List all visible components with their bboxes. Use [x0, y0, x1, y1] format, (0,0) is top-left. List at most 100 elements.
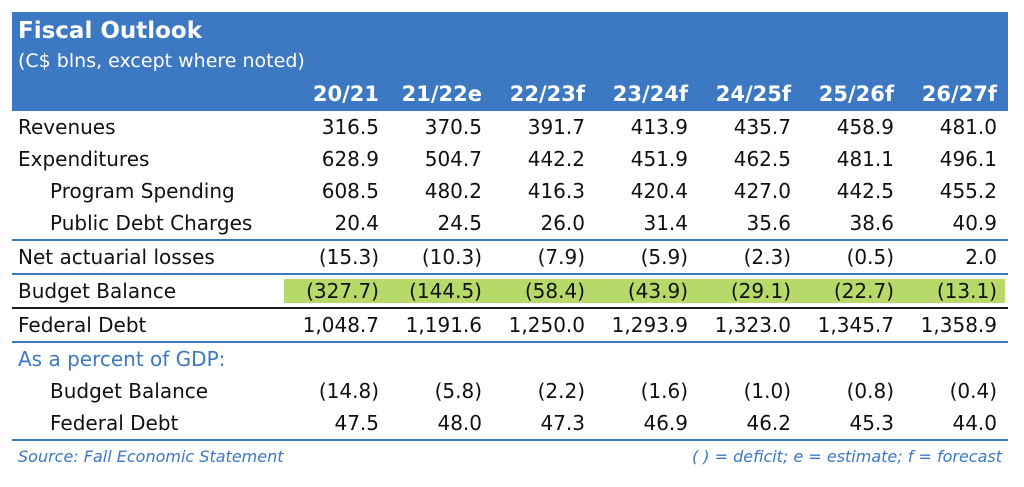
divider	[12, 239, 1008, 241]
divider	[12, 439, 1008, 441]
row-label: Expenditures	[18, 147, 150, 171]
table-cell: 24.5	[437, 211, 482, 235]
table-cell: (29.1)	[730, 279, 791, 303]
table-cell: (58.4)	[524, 279, 585, 303]
table-cell: 48.0	[437, 411, 482, 435]
table-cell: (43.9)	[627, 279, 688, 303]
legend-note: ( ) = deficit; e = estimate; f = forecas…	[691, 447, 1002, 466]
table-title: Fiscal Outlook	[18, 18, 203, 44]
divider	[12, 307, 1008, 309]
row-label: Budget Balance	[18, 279, 177, 303]
table-cell: 40.9	[952, 211, 997, 235]
divider	[12, 273, 1008, 275]
table-row-net-actuarial-losses: Net actuarial losses (15.3) (10.3) (7.9)…	[12, 241, 1008, 273]
table-cell: 427.0	[733, 179, 791, 203]
table-cell: 608.5	[321, 179, 379, 203]
table-cell: 46.9	[643, 411, 688, 435]
table-cell: (15.3)	[318, 245, 379, 269]
table-cell: 370.5	[424, 115, 482, 139]
column-header: 22/23f	[509, 81, 585, 106]
row-label: Revenues	[18, 115, 116, 139]
table-row-revenues: Revenues 316.5 370.5 391.7 413.9 435.7 4…	[12, 111, 1008, 143]
table-cell: (144.5)	[409, 279, 482, 303]
table-cell: (13.1)	[936, 279, 997, 303]
table-row-expenditures: Expenditures 628.9 504.7 442.2 451.9 462…	[12, 143, 1008, 175]
table-cell: 1,358.9	[920, 313, 997, 337]
table-cell: (0.5)	[846, 245, 894, 269]
divider	[12, 341, 1008, 343]
table-cell: 44.0	[952, 411, 997, 435]
table-cell: 1,345.7	[817, 313, 894, 337]
table-cell: 47.3	[540, 411, 585, 435]
table-cell: 316.5	[321, 115, 379, 139]
column-header: 24/25f	[715, 81, 791, 106]
column-header: 20/21	[312, 81, 379, 106]
table-cell: (1.0)	[743, 379, 791, 403]
table-cell: 26.0	[540, 211, 585, 235]
table-row-gdp-federal-debt: Federal Debt 47.5 48.0 47.3 46.9 46.2 45…	[12, 407, 1008, 439]
table-row-federal-debt: Federal Debt 1,048.7 1,191.6 1,250.0 1,2…	[12, 309, 1008, 341]
table-cell: 442.2	[527, 147, 585, 171]
row-label: Federal Debt	[50, 411, 179, 435]
column-header: 26/27f	[921, 81, 997, 106]
table-cell: (10.3)	[421, 245, 482, 269]
table-cell: 1,250.0	[508, 313, 585, 337]
table-subtitle: (C$ blns, except where noted)	[18, 50, 305, 72]
table-cell: 2.0	[965, 245, 997, 269]
table-cell: (14.8)	[318, 379, 379, 403]
table-cell: 1,191.6	[405, 313, 482, 337]
table-cell: (2.3)	[743, 245, 791, 269]
table-cell: 435.7	[733, 115, 791, 139]
table-cell: 1,293.9	[611, 313, 688, 337]
table-cell: (0.8)	[846, 379, 894, 403]
source-note: Source: Fall Economic Statement	[18, 447, 284, 466]
table-header: Fiscal Outlook (C$ blns, except where no…	[12, 12, 1008, 111]
table-row-budget-balance: Budget Balance (327.7) (144.5) (58.4) (4…	[12, 275, 1008, 307]
table-cell: 455.2	[939, 179, 997, 203]
fiscal-outlook-table: Fiscal Outlook (C$ blns, except where no…	[12, 12, 1008, 466]
table-cell: 481.1	[836, 147, 894, 171]
table-cell: (327.7)	[306, 279, 379, 303]
table-cell: 46.2	[746, 411, 791, 435]
table-cell: 1,048.7	[302, 313, 379, 337]
column-header: 23/24f	[612, 81, 688, 106]
table-cell: (5.9)	[640, 245, 688, 269]
table-cell: 47.5	[334, 411, 379, 435]
table-cell: 45.3	[849, 411, 894, 435]
table-cell: 481.0	[939, 115, 997, 139]
table-cell: 462.5	[733, 147, 791, 171]
table-cell: (0.4)	[949, 379, 997, 403]
table-cell: 38.6	[849, 211, 894, 235]
table-cell: 413.9	[630, 115, 688, 139]
table-cell: 35.6	[746, 211, 791, 235]
table-cell: (1.6)	[640, 379, 688, 403]
table-cell: 458.9	[836, 115, 894, 139]
budget-balance-highlight: (327.7) (144.5) (58.4) (43.9) (29.1) (22…	[284, 279, 1005, 303]
table-cell: 20.4	[334, 211, 379, 235]
table-cell: 480.2	[424, 179, 482, 203]
table-cell: 1,323.0	[714, 313, 791, 337]
table-cell: (5.8)	[434, 379, 482, 403]
gdp-section-heading: As a percent of GDP:	[12, 343, 1008, 375]
table-row-program-spending: Program Spending 608.5 480.2 416.3 420.4…	[12, 175, 1008, 207]
table-cell: 31.4	[643, 211, 688, 235]
row-label: Program Spending	[50, 179, 235, 203]
table-cell: 504.7	[424, 147, 482, 171]
table-cell: 628.9	[321, 147, 379, 171]
table-cell: 391.7	[527, 115, 585, 139]
row-label: Federal Debt	[18, 313, 147, 337]
table-cell: (7.9)	[537, 245, 585, 269]
column-header-row: 20/21 21/22e 22/23f 23/24f 24/25f 25/26f…	[12, 76, 1008, 111]
table-cell: (2.2)	[537, 379, 585, 403]
table-cell: 420.4	[630, 179, 688, 203]
table-footer: Source: Fall Economic Statement ( ) = de…	[12, 441, 1008, 466]
table-cell: 496.1	[939, 147, 997, 171]
table-row-gdp-budget-balance: Budget Balance (14.8) (5.8) (2.2) (1.6) …	[12, 375, 1008, 407]
table-cell: 442.5	[836, 179, 894, 203]
table-cell: (22.7)	[833, 279, 894, 303]
row-label: Public Debt Charges	[50, 211, 253, 235]
table-row-public-debt-charges: Public Debt Charges 20.4 24.5 26.0 31.4 …	[12, 207, 1008, 239]
table-cell: 416.3	[527, 179, 585, 203]
column-header: 25/26f	[818, 81, 894, 106]
gdp-section-label: As a percent of GDP:	[18, 347, 226, 371]
